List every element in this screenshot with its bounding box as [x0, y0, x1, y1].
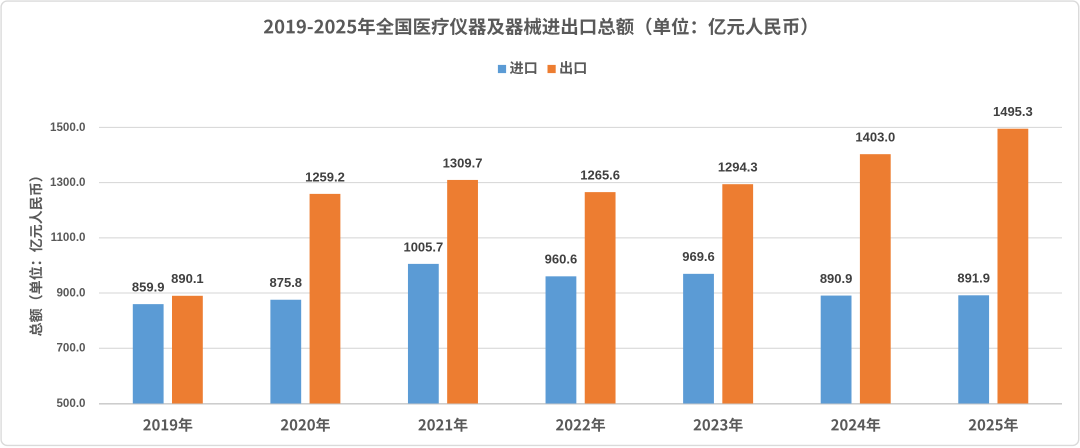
svg-text:1100.0: 1100.0 — [51, 231, 86, 244]
svg-text:1005.7: 1005.7 — [403, 239, 443, 254]
svg-text:891.9: 891.9 — [957, 271, 990, 286]
svg-text:1495.3: 1495.3 — [993, 104, 1033, 119]
svg-text:875.8: 875.8 — [270, 275, 303, 290]
svg-text:1294.3: 1294.3 — [718, 160, 758, 175]
svg-text:500.0: 500.0 — [56, 397, 85, 410]
svg-text:1500.0: 1500.0 — [50, 121, 85, 134]
svg-text:1309.7: 1309.7 — [443, 155, 483, 170]
svg-text:960.6: 960.6 — [545, 252, 578, 267]
svg-text:969.6: 969.6 — [682, 249, 715, 264]
svg-text:890.1: 890.1 — [171, 271, 204, 286]
svg-text:1300.0: 1300.0 — [50, 176, 85, 189]
svg-text:859.9: 859.9 — [132, 280, 165, 295]
svg-text:900.0: 900.0 — [56, 286, 85, 299]
svg-text:700.0: 700.0 — [56, 342, 85, 355]
svg-text:1265.6: 1265.6 — [580, 168, 620, 183]
svg-text:1259.2: 1259.2 — [305, 169, 345, 184]
svg-text:890.9: 890.9 — [820, 271, 853, 286]
svg-text:1403.0: 1403.0 — [855, 130, 895, 145]
